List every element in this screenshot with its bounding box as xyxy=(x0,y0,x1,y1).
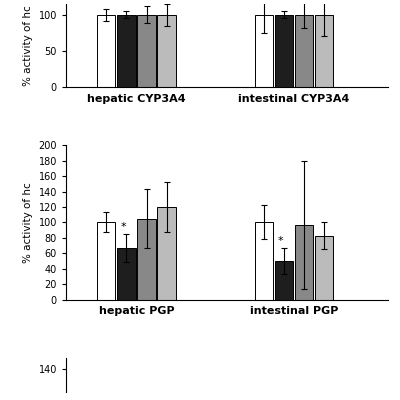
Bar xyxy=(315,15,334,87)
Bar xyxy=(158,15,176,87)
Y-axis label: % activity of hc: % activity of hc xyxy=(23,5,33,86)
Bar xyxy=(295,225,313,300)
Text: *: * xyxy=(120,222,126,232)
Bar xyxy=(255,15,273,87)
Bar xyxy=(117,248,136,300)
Bar xyxy=(97,15,116,87)
Bar xyxy=(97,222,116,300)
Bar xyxy=(255,222,273,300)
Y-axis label: % activity of hc: % activity of hc xyxy=(23,182,33,263)
Bar xyxy=(275,15,293,87)
Bar xyxy=(295,15,313,87)
Bar xyxy=(117,15,136,87)
Bar xyxy=(315,236,334,300)
Bar xyxy=(158,207,176,300)
Text: *: * xyxy=(278,236,284,246)
Bar xyxy=(137,218,156,300)
Bar xyxy=(137,15,156,87)
Bar xyxy=(275,261,293,300)
